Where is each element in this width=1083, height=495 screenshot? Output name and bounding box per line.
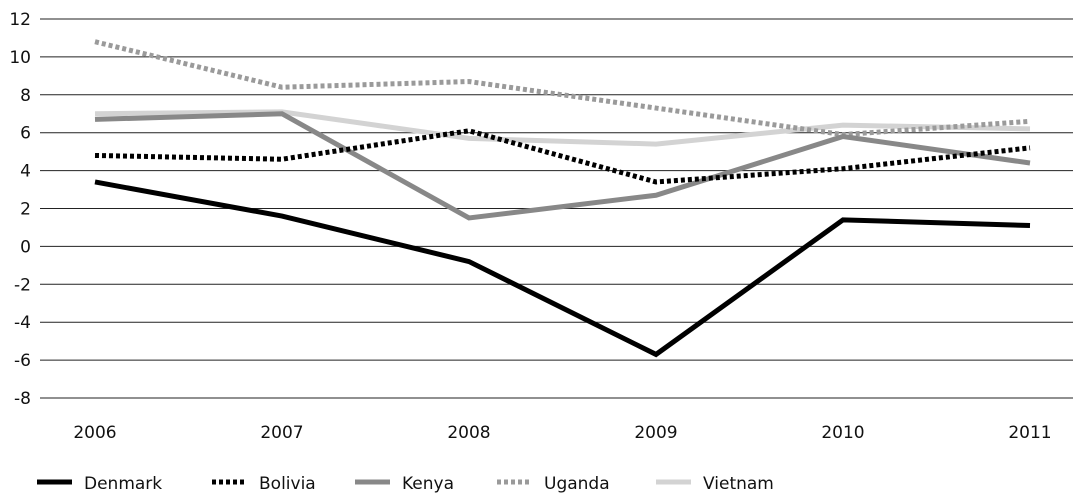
- x-axis-ticks: 2006 2007 2008 2009 2010 2011: [73, 423, 1051, 443]
- data-point-bolivia: [93, 153, 98, 158]
- data-point-kenya: [280, 111, 285, 116]
- legend-item-uganda: Uganda: [497, 474, 610, 494]
- data-point-bolivia: [1028, 145, 1033, 150]
- legend-label: Vietnam: [703, 474, 774, 494]
- x-tick-label: 2010: [821, 423, 864, 443]
- x-tick-label: 2007: [260, 423, 303, 443]
- series-lines: [93, 39, 1033, 358]
- x-tick-label: 2006: [73, 423, 116, 443]
- data-point-denmark: [654, 352, 659, 357]
- data-point-bolivia: [280, 157, 285, 162]
- data-point-uganda: [1028, 119, 1033, 124]
- legend-label: Denmark: [84, 474, 162, 494]
- x-tick-label: 2011: [1008, 423, 1051, 443]
- x-tick-label: 2009: [634, 423, 677, 443]
- data-point-uganda: [467, 79, 472, 84]
- data-point-kenya: [654, 193, 659, 198]
- data-point-kenya: [467, 215, 472, 220]
- data-point-uganda: [280, 85, 285, 90]
- y-tick-label: -4: [14, 313, 31, 333]
- y-tick-label: -8: [14, 389, 31, 409]
- series-line-kenya: [94, 111, 1031, 221]
- series-line-denmark: [94, 179, 1031, 358]
- series-line-bolivia: [94, 128, 1031, 185]
- y-tick-label: 8: [20, 86, 31, 106]
- data-point-bolivia: [467, 128, 472, 133]
- legend-item-denmark: Denmark: [37, 474, 162, 494]
- data-point-kenya: [841, 134, 846, 139]
- data-point-vietnam: [467, 136, 472, 141]
- data-point-vietnam: [841, 123, 846, 128]
- y-tick-label: -2: [14, 275, 31, 295]
- data-point-bolivia: [654, 179, 659, 184]
- legend-item-kenya: Kenya: [355, 474, 454, 494]
- legend-label: Bolivia: [259, 474, 316, 494]
- series-line-uganda: [94, 39, 1031, 138]
- y-tick-label: 4: [20, 162, 31, 182]
- legend-label: Uganda: [544, 474, 610, 494]
- legend-label: Kenya: [402, 474, 454, 494]
- data-point-kenya: [93, 117, 98, 122]
- data-point-kenya: [1028, 161, 1033, 166]
- data-point-denmark: [1028, 223, 1033, 228]
- y-axis-ticks: 12 10 8 6 4 2 0 -2 -4 -6 -8: [9, 10, 31, 409]
- data-point-vietnam: [654, 142, 659, 147]
- data-point-vietnam: [1028, 126, 1033, 131]
- y-tick-label: 12: [9, 10, 31, 30]
- legend: Denmark Bolivia Kenya Uganda Vietnam: [37, 474, 774, 494]
- data-point-bolivia: [841, 166, 846, 171]
- data-point-denmark: [841, 217, 846, 222]
- y-tick-label: 6: [20, 124, 31, 144]
- data-point-denmark: [467, 259, 472, 264]
- legend-item-vietnam: Vietnam: [656, 474, 774, 494]
- data-point-uganda: [654, 106, 659, 111]
- y-tick-label: -6: [14, 351, 31, 371]
- x-tick-label: 2008: [447, 423, 490, 443]
- y-tick-label: 2: [20, 200, 31, 220]
- legend-item-bolivia: Bolivia: [212, 474, 316, 494]
- data-point-uganda: [93, 39, 98, 44]
- data-point-denmark: [280, 214, 285, 219]
- series-line-vietnam: [94, 109, 1031, 147]
- data-point-vietnam: [93, 111, 98, 116]
- y-tick-label: 10: [9, 48, 31, 68]
- y-tick-label: 0: [20, 237, 31, 257]
- data-point-denmark: [93, 179, 98, 184]
